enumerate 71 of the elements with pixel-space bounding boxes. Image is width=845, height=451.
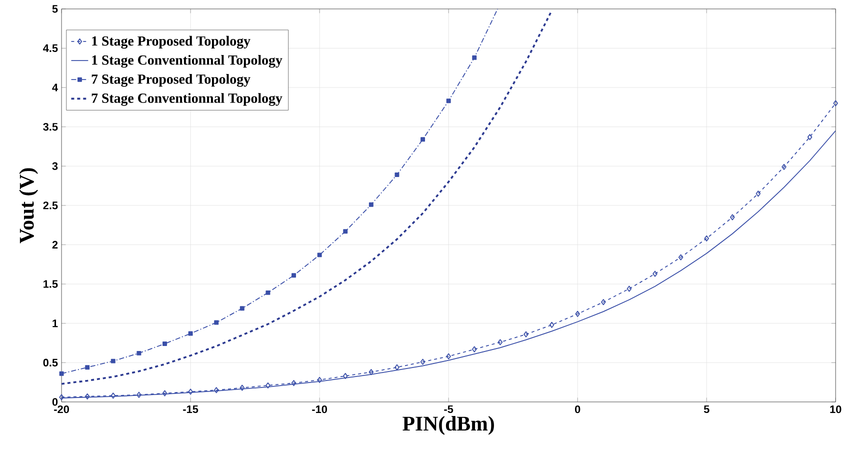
point	[162, 390, 168, 397]
y-tick-label: 1	[52, 320, 58, 328]
point	[652, 271, 658, 278]
point	[343, 229, 348, 234]
point	[420, 137, 426, 142]
y-tick-label: 3	[52, 162, 58, 170]
point	[626, 286, 632, 292]
legend-label: 1 Stage Proposed Topology	[92, 36, 250, 49]
point	[368, 202, 374, 208]
y-tick-label: 5	[52, 5, 58, 13]
point	[240, 384, 245, 392]
x-tick-label: -5	[444, 406, 454, 414]
point	[446, 354, 451, 360]
point	[292, 273, 296, 278]
point	[601, 299, 606, 306]
point	[368, 369, 374, 376]
y-tick-label: 2	[52, 241, 58, 249]
point	[214, 387, 219, 394]
point	[110, 359, 116, 364]
point	[110, 392, 116, 399]
point	[756, 190, 761, 197]
point	[498, 339, 503, 346]
y-tick-label: 3.5	[43, 123, 58, 131]
point	[317, 252, 322, 258]
point	[136, 351, 142, 356]
x-tick-label: -15	[183, 406, 198, 414]
y-tick-label: 4.5	[43, 44, 58, 52]
x-axis-title: PIN(dBm)	[402, 416, 494, 436]
point	[524, 332, 528, 338]
y-tick-label: 0.5	[43, 358, 58, 367]
point	[575, 311, 580, 318]
point	[266, 382, 270, 389]
point	[394, 172, 400, 178]
point	[730, 214, 735, 220]
y-tick-label: 1.5	[44, 280, 58, 288]
point	[84, 394, 90, 400]
point	[188, 332, 193, 336]
x-tick-label: 5	[704, 406, 710, 414]
point	[678, 254, 684, 261]
point	[472, 56, 477, 60]
y-tick-label: 4	[52, 84, 58, 92]
point	[240, 306, 244, 311]
point	[317, 377, 322, 384]
point	[59, 372, 64, 376]
x-tick-label: 0	[574, 406, 580, 414]
point	[214, 320, 219, 325]
legend-label: 7 Stage Proposed Topology	[92, 74, 250, 87]
point	[782, 164, 786, 170]
x-tick-label: 10	[830, 406, 842, 414]
y-tick-label: 2.5	[43, 202, 58, 210]
point	[704, 236, 709, 242]
point	[833, 100, 838, 106]
point	[549, 322, 554, 328]
legend-label: 1 Stage Conventionnal Topology	[92, 55, 282, 68]
point	[420, 359, 426, 366]
y-tick-label: 0	[52, 398, 58, 406]
point	[807, 134, 812, 140]
legend-label: 7 Stage Conventionnal Topology	[92, 93, 282, 106]
x-tick-label: -10	[312, 406, 327, 414]
y-axis-title: Vout (V)	[19, 168, 38, 244]
x-tick-label: -20	[54, 406, 69, 414]
point	[291, 380, 296, 386]
point	[472, 346, 477, 353]
point	[342, 373, 348, 380]
point	[188, 388, 193, 395]
point	[162, 342, 167, 346]
point	[136, 392, 142, 398]
point	[446, 98, 451, 104]
point	[266, 290, 270, 296]
point	[59, 394, 64, 400]
point	[85, 365, 90, 370]
